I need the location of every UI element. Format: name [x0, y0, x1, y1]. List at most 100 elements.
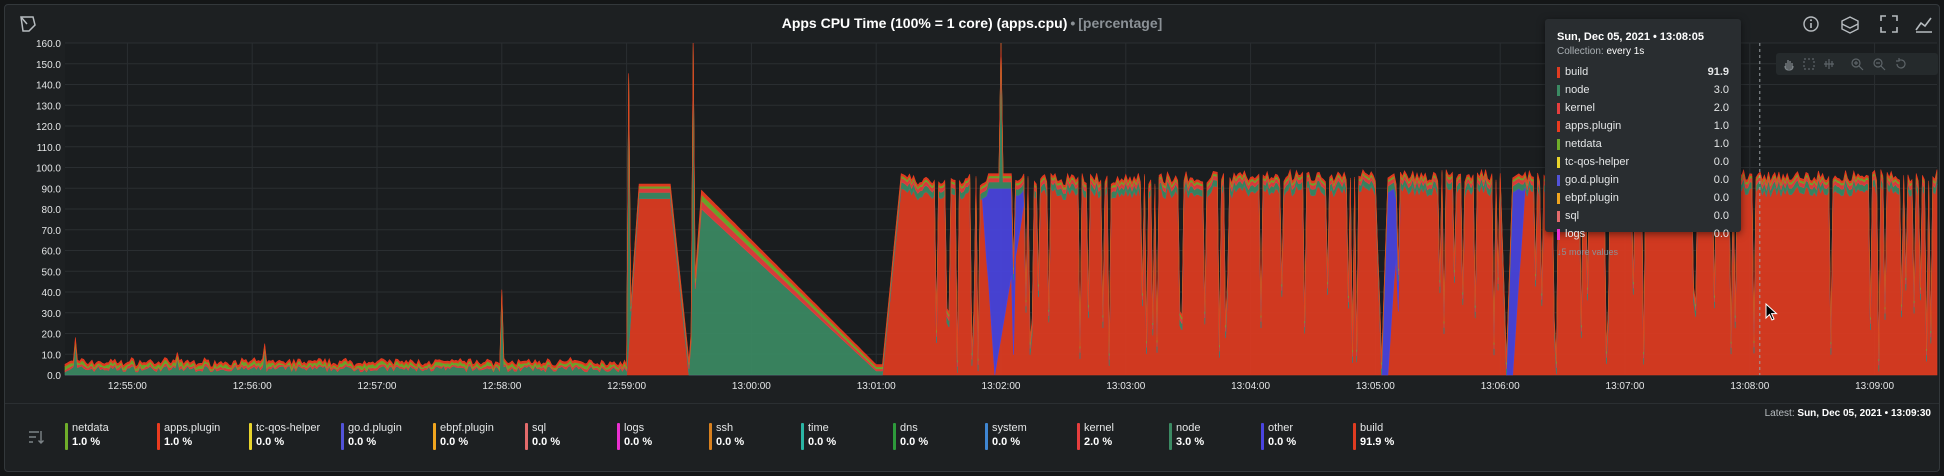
- legend-name: tc-qos-helper: [256, 422, 321, 434]
- legend-value: 0.0 %: [1268, 436, 1297, 448]
- legend-item-netdata[interactable]: netdata 1.0 %: [65, 422, 109, 452]
- legend-value: 0.0 %: [808, 436, 837, 448]
- tooltip-row-apps.plugin: apps.plugin 1.0: [1557, 117, 1729, 135]
- legend-swatch: [1077, 423, 1080, 450]
- info-icon[interactable]: [1800, 13, 1822, 35]
- tooltip-row-value: 0.0: [1713, 192, 1729, 204]
- legend-name: ssh: [716, 422, 734, 434]
- tooltip-row-ebpf.plugin: ebpf.plugin 0.0: [1557, 189, 1729, 207]
- legend-swatch: [985, 423, 988, 450]
- chart-card: Apps CPU Time (100% = 1 core) (apps.cpu)…: [4, 4, 1940, 472]
- tooltip-row-name: node: [1565, 84, 1590, 96]
- tooltip-swatch: [1557, 229, 1560, 240]
- y-tick-label: 50.0: [42, 267, 62, 278]
- legend-value: 0.0 %: [348, 436, 377, 448]
- dashboard-add-icon[interactable]: [1839, 13, 1861, 35]
- legend-swatch: [525, 423, 528, 450]
- legend-value: 0.0 %: [256, 436, 285, 448]
- legend-swatch: [893, 423, 896, 450]
- legend-name: kernel: [1084, 422, 1114, 434]
- tooltip-row-value: 1.0: [1713, 120, 1729, 132]
- tooltip-swatch: [1557, 121, 1560, 132]
- legend-item-ssh[interactable]: ssh 0.0 %: [709, 422, 744, 452]
- tooltip-row-sql: sql 0.0: [1557, 207, 1729, 225]
- legend-name: ebpf.plugin: [440, 422, 494, 434]
- tooltip-row-name: ebpf.plugin: [1565, 192, 1619, 204]
- legend-value: 1.0 %: [164, 436, 193, 448]
- y-tick-label: 40.0: [42, 288, 62, 299]
- highlight-icon[interactable]: [1802, 57, 1816, 71]
- x-tick-label: 13:02:00: [982, 381, 1021, 392]
- legend-value: 0.0 %: [716, 436, 745, 448]
- x-tick-label: 12:57:00: [358, 381, 397, 392]
- reset-icon[interactable]: [1894, 57, 1908, 71]
- tooltip-more-values[interactable]: ↓5 more values: [1557, 247, 1619, 257]
- legend-value: 2.0 %: [1084, 436, 1113, 448]
- sort-legend-icon[interactable]: [27, 428, 45, 446]
- legend-name: apps.plugin: [164, 422, 221, 434]
- x-tick-label: 13:09:00: [1855, 381, 1894, 392]
- tooltip-row-value: 0.0: [1713, 156, 1729, 168]
- tooltip-swatch: [1557, 139, 1560, 150]
- legend-item-apps.plugin[interactable]: apps.plugin 1.0 %: [157, 422, 220, 452]
- legend-swatch: [157, 423, 160, 450]
- legend-name: netdata: [72, 422, 109, 434]
- tooltip-swatch: [1557, 85, 1560, 96]
- legend-swatch: [249, 423, 252, 450]
- select-icon[interactable]: [1822, 57, 1836, 71]
- legend-name: build: [1360, 422, 1384, 434]
- legend-item-other[interactable]: other 0.0 %: [1261, 422, 1296, 452]
- legend-value: 0.0 %: [900, 436, 929, 448]
- pan-icon[interactable]: [1782, 57, 1796, 71]
- legend-item-kernel[interactable]: kernel 2.0 %: [1077, 422, 1114, 452]
- tooltip-row-value: 3.0: [1713, 84, 1729, 96]
- legend-name: dns: [900, 422, 918, 434]
- tooltip-swatch: [1557, 157, 1560, 168]
- legend-name: system: [992, 422, 1027, 434]
- legend-item-build[interactable]: build 91.9 %: [1353, 422, 1394, 452]
- legend-name: other: [1268, 422, 1294, 434]
- x-tick-label: 12:56:00: [233, 381, 272, 392]
- title-text: Apps CPU Time (100% = 1 core) (apps.cpu): [781, 15, 1068, 31]
- y-tick-label: 110.0: [37, 143, 62, 154]
- latest-value: Sun, Dec 05, 2021 • 13:09:30: [1797, 408, 1931, 419]
- legend-divider: [5, 403, 1939, 404]
- tooltip-swatch: [1557, 211, 1560, 222]
- chart-type-icon[interactable]: [1913, 13, 1935, 35]
- zoom-in-icon[interactable]: [1850, 57, 1864, 71]
- legend-swatch: [433, 423, 436, 450]
- tooltip-row-name: sql: [1565, 210, 1580, 222]
- tooltip-row-tc-qos-helper: tc-qos-helper 0.0: [1557, 153, 1729, 171]
- tooltip-row-value: 0.0: [1713, 174, 1729, 186]
- tooltip-collection: Collection: every 1s: [1557, 46, 1729, 57]
- legend-swatch: [1261, 423, 1264, 450]
- x-tick-label: 13:04:00: [1231, 381, 1270, 392]
- x-tick-label: 12:58:00: [482, 381, 521, 392]
- legend-swatch: [341, 423, 344, 450]
- y-tick-label: 0.0: [47, 371, 61, 382]
- legend-name: go.d.plugin: [348, 422, 402, 434]
- legend-value: 0.0 %: [532, 436, 561, 448]
- legend-item-tc-qos-helper[interactable]: tc-qos-helper 0.0 %: [249, 422, 320, 452]
- series-area-apps.plugin[interactable]: [64, 42, 1938, 370]
- legend-swatch: [1169, 423, 1172, 450]
- legend-item-node[interactable]: node 3.0 %: [1169, 422, 1204, 452]
- legend-name: node: [1176, 422, 1201, 434]
- legend-item-go.d.plugin[interactable]: go.d.plugin 0.0 %: [341, 422, 402, 452]
- legend-swatch: [617, 423, 620, 450]
- zoom-out-icon[interactable]: [1872, 57, 1886, 71]
- legend-item-dns[interactable]: dns 0.0 %: [893, 422, 928, 452]
- legend-item-sql[interactable]: sql 0.0 %: [525, 422, 560, 452]
- legend-item-time[interactable]: time 0.0 %: [801, 422, 836, 452]
- tooltip-rows: build 91.9 node 3.0 kernel 2.0 apps.plugin 1.0 n…: [1557, 63, 1729, 243]
- latest-timestamp: Latest: Sun, Dec 05, 2021 • 13:09:30: [1765, 408, 1931, 419]
- tooltip-row-name: tc-qos-helper: [1565, 156, 1630, 168]
- legend-item-logs[interactable]: logs 0.0 %: [617, 422, 652, 452]
- legend-item-system[interactable]: system 0.0 %: [985, 422, 1027, 452]
- y-tick-label: 160.0: [36, 39, 61, 50]
- fullscreen-icon[interactable]: [1878, 13, 1900, 35]
- chart-logo-icon[interactable]: [17, 13, 39, 35]
- legend-swatch: [709, 423, 712, 450]
- legend-value: 91.9 %: [1360, 436, 1395, 448]
- legend-item-ebpf.plugin[interactable]: ebpf.plugin 0.0 %: [433, 422, 494, 452]
